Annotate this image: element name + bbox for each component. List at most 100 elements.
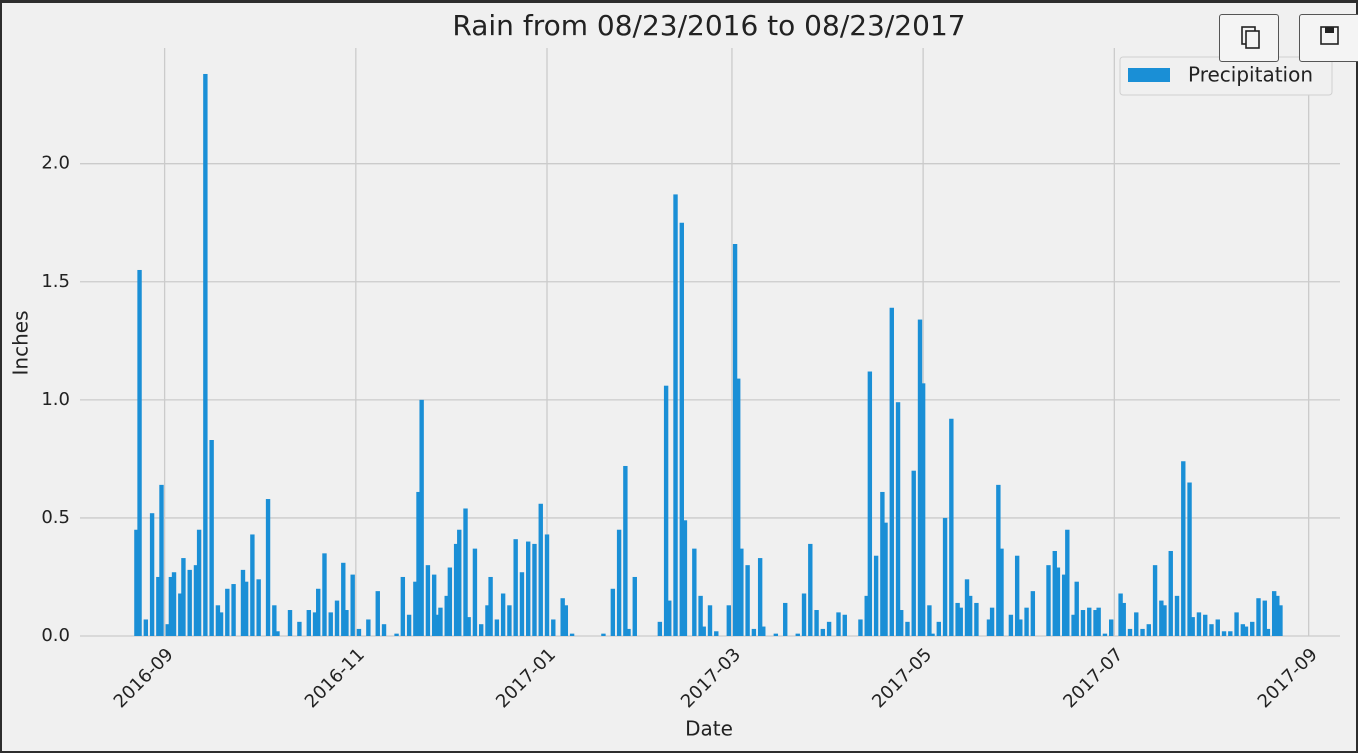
bar (1271, 591, 1277, 636)
bar (626, 628, 631, 636)
bar (1228, 631, 1233, 636)
x-tick-label: 2017-05 (868, 644, 936, 712)
bar (328, 612, 333, 636)
bar (842, 614, 847, 636)
bar (519, 572, 525, 636)
bar (601, 633, 606, 636)
bar (679, 222, 684, 636)
bar (1127, 628, 1133, 636)
bar (1174, 595, 1180, 636)
bar (930, 633, 935, 636)
bar (858, 619, 863, 636)
bar (917, 319, 923, 636)
save-button[interactable] (1299, 14, 1358, 62)
bar (218, 612, 224, 636)
bar (334, 600, 340, 636)
legend-label: Precipitation (1188, 63, 1313, 87)
bar (400, 576, 406, 636)
bar (1074, 581, 1079, 636)
bar (795, 633, 800, 636)
bar (739, 548, 744, 636)
bar (1275, 595, 1280, 636)
bar (814, 610, 819, 636)
bar (416, 491, 421, 636)
bar (193, 565, 199, 636)
bar (431, 574, 437, 636)
x-tick-label: 2016-11 (301, 644, 369, 712)
bar (181, 558, 186, 636)
bar (243, 581, 249, 636)
bar (880, 491, 885, 636)
bar (453, 543, 459, 636)
bar (485, 605, 490, 636)
bar (1096, 607, 1101, 636)
bar (569, 633, 575, 636)
bar (1121, 602, 1126, 636)
bar (1265, 628, 1271, 636)
bar (745, 565, 750, 636)
bar (350, 574, 355, 636)
bar (826, 621, 832, 636)
bar (344, 610, 349, 636)
bar (1102, 633, 1108, 636)
bar (1080, 610, 1086, 636)
bar (707, 605, 713, 636)
bar (544, 534, 550, 636)
chart-title: Rain from 08/23/2016 to 08/23/2017 (452, 9, 965, 42)
bar (955, 602, 960, 636)
bar (406, 614, 412, 636)
bar (134, 529, 139, 636)
bar (1087, 607, 1092, 636)
bar (1203, 614, 1208, 636)
bar (444, 595, 449, 636)
bar (1134, 612, 1139, 636)
bar (513, 539, 518, 636)
bar (836, 612, 841, 636)
bar (171, 572, 177, 636)
bar (203, 73, 208, 637)
bar (215, 605, 221, 636)
bar (761, 626, 766, 636)
bar (667, 600, 672, 636)
bar (322, 553, 327, 636)
bar (1221, 631, 1227, 636)
bar (920, 383, 926, 636)
bar (231, 584, 236, 636)
bar (178, 593, 183, 636)
bar (1187, 482, 1192, 636)
bar (209, 440, 214, 636)
y-axis-label: Inches (9, 311, 33, 376)
bar (701, 626, 706, 636)
bar (381, 624, 387, 636)
bar (1168, 550, 1173, 636)
bar (356, 628, 362, 636)
y-tick-label: 1.5 (41, 271, 70, 292)
x-tick-label: 2017-03 (677, 644, 745, 712)
bar (156, 576, 161, 636)
bar (1052, 550, 1057, 636)
x-tick-label: 2017-09 (1254, 644, 1322, 712)
bar (673, 194, 678, 636)
bar (472, 548, 478, 636)
bar (240, 569, 246, 636)
bar (1018, 619, 1023, 636)
bar (507, 605, 512, 636)
bar (1190, 617, 1195, 636)
x-tick-label: 2016-09 (110, 644, 178, 712)
bar (225, 588, 230, 636)
bar (964, 579, 970, 636)
bar (394, 633, 399, 636)
bar (1093, 610, 1098, 636)
bar (820, 628, 826, 636)
bar (250, 534, 255, 636)
bar (732, 244, 738, 636)
save-icon (1320, 26, 1339, 45)
bar (494, 619, 500, 636)
bar (438, 607, 443, 636)
bar (137, 269, 142, 636)
bar (1109, 619, 1114, 636)
copy-button[interactable] (1219, 14, 1279, 62)
bar (1256, 598, 1261, 636)
bar (1146, 624, 1151, 636)
